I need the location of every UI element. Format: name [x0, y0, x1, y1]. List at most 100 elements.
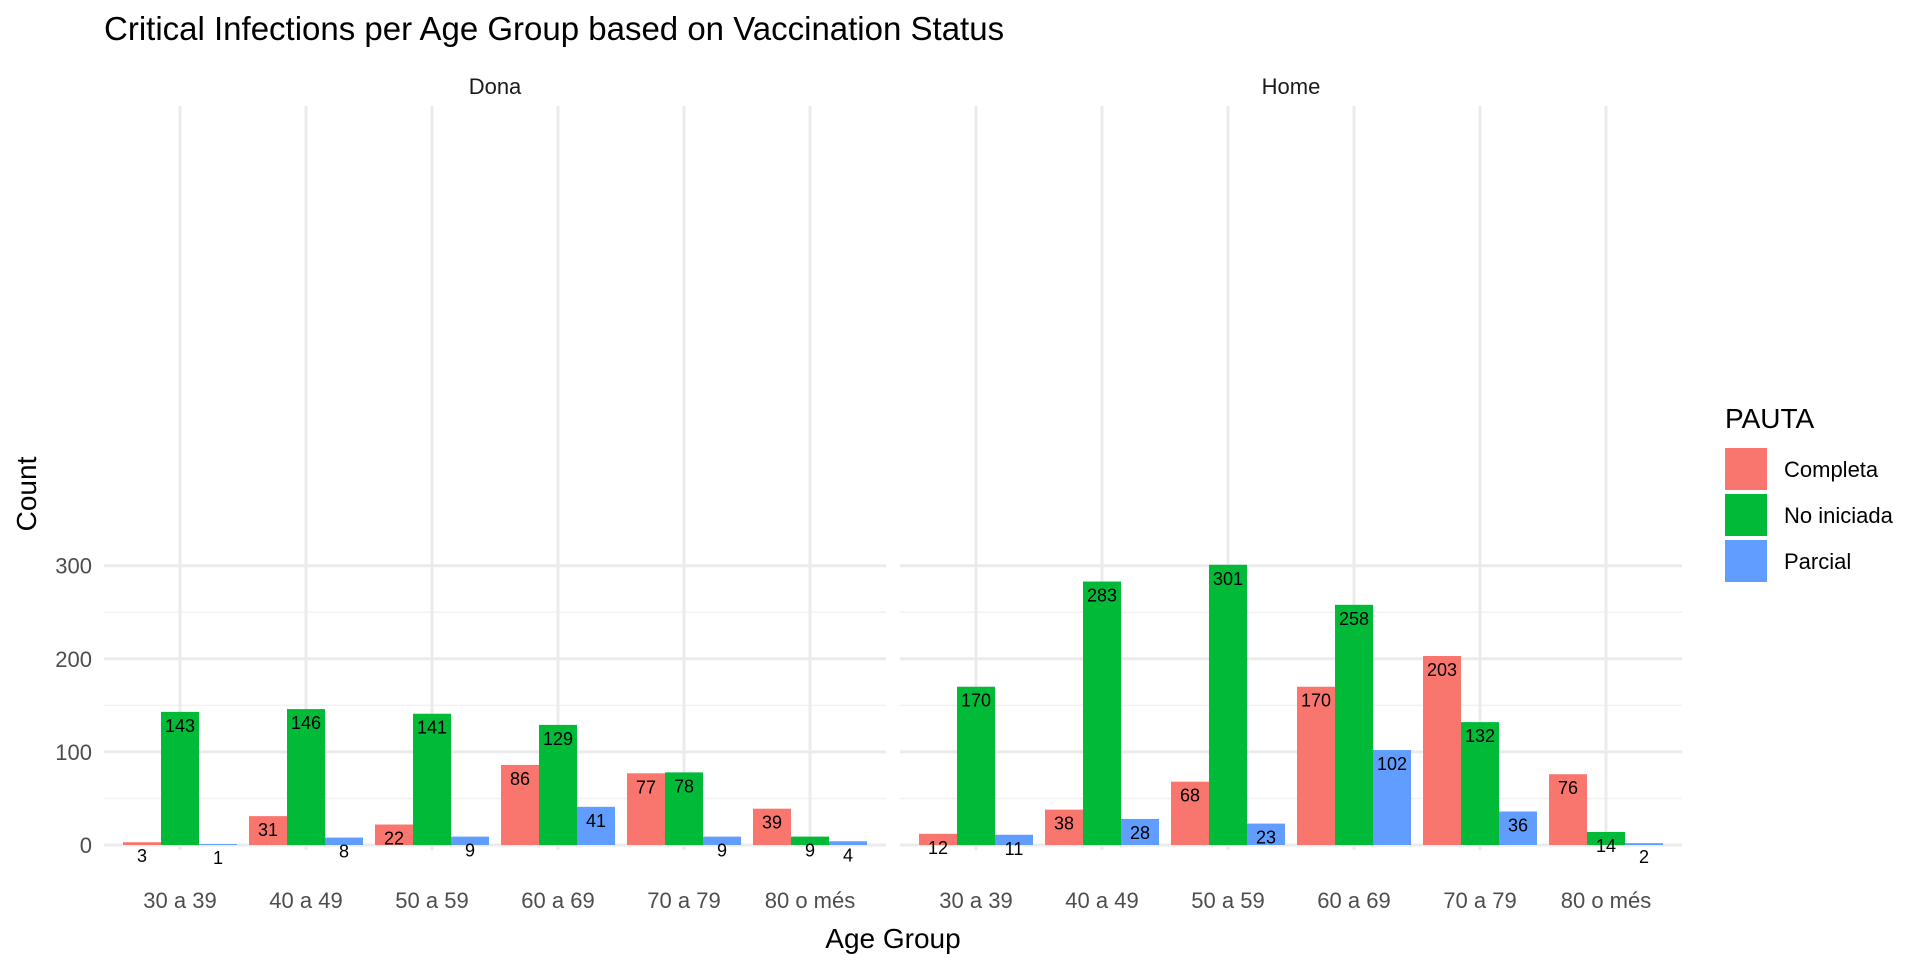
- bar-value-label: 170: [1301, 691, 1331, 711]
- x-tick-label: 50 a 59: [1191, 888, 1264, 913]
- bar-value-label: 3: [137, 846, 147, 866]
- x-axis-title: Age Group: [825, 923, 960, 954]
- legend-label: No iniciada: [1784, 503, 1894, 528]
- bar-dona-parcial-3: [577, 806, 615, 845]
- x-tick-label: 40 a 49: [269, 888, 342, 913]
- bar-home-no-iniciada-1: [1083, 581, 1121, 845]
- bar-home-parcial-3: [1373, 750, 1411, 845]
- bar-home-completa-0: [919, 833, 957, 845]
- panel-dona: Dona 3 143 1 30 a 39 31 146 8 40 a 49 22 141 9 50 a …: [55, 74, 886, 913]
- bar-value-label: 2: [1639, 847, 1649, 867]
- bar-home-no-iniciada-0: [957, 686, 995, 845]
- bar-home-completa-2: [1171, 781, 1209, 845]
- bar-value-label: 12: [928, 838, 948, 858]
- x-tick-label: 80 o més: [1561, 888, 1652, 913]
- bar-value-label: 22: [384, 829, 404, 849]
- legend-entry-completa: Completa: [1725, 448, 1879, 490]
- bar-home-no-iniciada-5: [1587, 831, 1625, 845]
- legend-label: Completa: [1784, 457, 1879, 482]
- bar-value-label: 4: [843, 845, 853, 865]
- bar-value-label: 14: [1596, 836, 1616, 856]
- legend-title: PAUTA: [1725, 403, 1815, 434]
- bar-value-label: 9: [717, 841, 727, 861]
- bar-dona-parcial-1: [325, 837, 363, 845]
- bar-value-label: 39: [762, 813, 782, 833]
- bar-home-no-iniciada-2: [1209, 564, 1247, 845]
- bar-value-label: 170: [961, 691, 991, 711]
- x-tick-label: 30 a 39: [939, 888, 1012, 913]
- bar-value-label: 38: [1054, 814, 1074, 834]
- x-tick-label: 30 a 39: [143, 888, 216, 913]
- bar-value-label: 41: [586, 811, 606, 831]
- bar-value-label: 129: [543, 729, 573, 749]
- bar-value-label: 68: [1180, 786, 1200, 806]
- legend-swatch: [1725, 448, 1767, 490]
- y-axis-title: Count: [11, 456, 42, 531]
- legend-swatch: [1725, 494, 1767, 536]
- bar-home-no-iniciada-4: [1461, 722, 1499, 845]
- bar-dona-completa-1: [249, 816, 287, 845]
- bar-dona-no-iniciada-3: [539, 724, 577, 845]
- x-tick-label: 50 a 59: [395, 888, 468, 913]
- facet-label-home: Home: [1262, 74, 1321, 99]
- bar-home-parcial-5: [1625, 843, 1663, 845]
- bar-value-label: 8: [339, 842, 349, 862]
- bar-value-label: 23: [1256, 828, 1276, 848]
- bar-dona-parcial-5: [829, 841, 867, 845]
- x-tick-label: 60 a 69: [1317, 888, 1390, 913]
- bar-value-label: 78: [674, 776, 694, 796]
- bar-home-parcial-2: [1247, 823, 1285, 845]
- chart-title: Critical Infections per Age Group based …: [104, 10, 1004, 47]
- bar-home-parcial-1: [1121, 818, 1159, 845]
- bar-dona-parcial-4: [703, 836, 741, 845]
- bar-value-label: 28: [1130, 823, 1150, 843]
- legend-swatch: [1725, 540, 1767, 582]
- bar-home-completa-3: [1297, 686, 1335, 845]
- bar-value-label: 143: [165, 716, 195, 736]
- x-tick-label: 80 o més: [765, 888, 856, 913]
- bar-value-label: 11: [1005, 839, 1024, 859]
- bar-value-label: 132: [1465, 726, 1495, 746]
- bar-value-label: 9: [465, 841, 475, 861]
- bar-value-label: 1: [213, 848, 223, 868]
- bar-dona-parcial-2: [451, 836, 489, 845]
- bar-dona-completa-4: [627, 773, 665, 845]
- bar-value-label: 36: [1508, 815, 1528, 835]
- bar-value-label: 301: [1213, 569, 1243, 589]
- bar-home-no-iniciada-3: [1335, 604, 1373, 845]
- legend-entry-no-iniciada: No iniciada: [1725, 494, 1894, 536]
- bar-value-label: 86: [510, 769, 530, 789]
- bar-value-label: 258: [1339, 609, 1369, 629]
- bar-dona-completa-0: [123, 842, 161, 845]
- y-tick-label: 200: [55, 647, 92, 672]
- bar-value-label: 77: [636, 777, 656, 797]
- y-tick-label: 100: [55, 740, 92, 765]
- facet-label-dona: Dona: [469, 74, 522, 99]
- bar-value-label: 9: [805, 841, 815, 861]
- bar-home-completa-4: [1423, 656, 1461, 845]
- bar-dona-no-iniciada-1: [287, 709, 325, 845]
- y-tick-label: 0: [80, 833, 92, 858]
- bar-value-label: 102: [1377, 754, 1407, 774]
- bar-home-completa-1: [1045, 809, 1083, 845]
- bar-dona-no-iniciada-5: [791, 836, 829, 845]
- bar-value-label: 31: [258, 820, 278, 840]
- bar-dona-completa-2: [375, 824, 413, 845]
- y-tick-label: 300: [55, 554, 92, 579]
- bar-home-parcial-0: [995, 834, 1033, 845]
- bar-value-label: 76: [1558, 778, 1578, 798]
- legend: PAUTA Completa No iniciada Parcial: [1725, 403, 1894, 582]
- x-tick-label: 40 a 49: [1065, 888, 1138, 913]
- bar-value-label: 146: [291, 713, 321, 733]
- bar-dona-no-iniciada-4: [665, 772, 703, 845]
- bar-value-label: 283: [1087, 586, 1117, 606]
- bar-value-label: 203: [1427, 660, 1457, 680]
- bar-home-completa-5: [1549, 774, 1587, 845]
- legend-entry-parcial: Parcial: [1725, 540, 1851, 582]
- bar-dona-no-iniciada-0: [161, 711, 199, 845]
- bar-value-label: 141: [417, 718, 447, 738]
- bar-home-parcial-4: [1499, 811, 1537, 845]
- legend-label: Parcial: [1784, 549, 1851, 574]
- bar-dona-completa-5: [753, 808, 791, 845]
